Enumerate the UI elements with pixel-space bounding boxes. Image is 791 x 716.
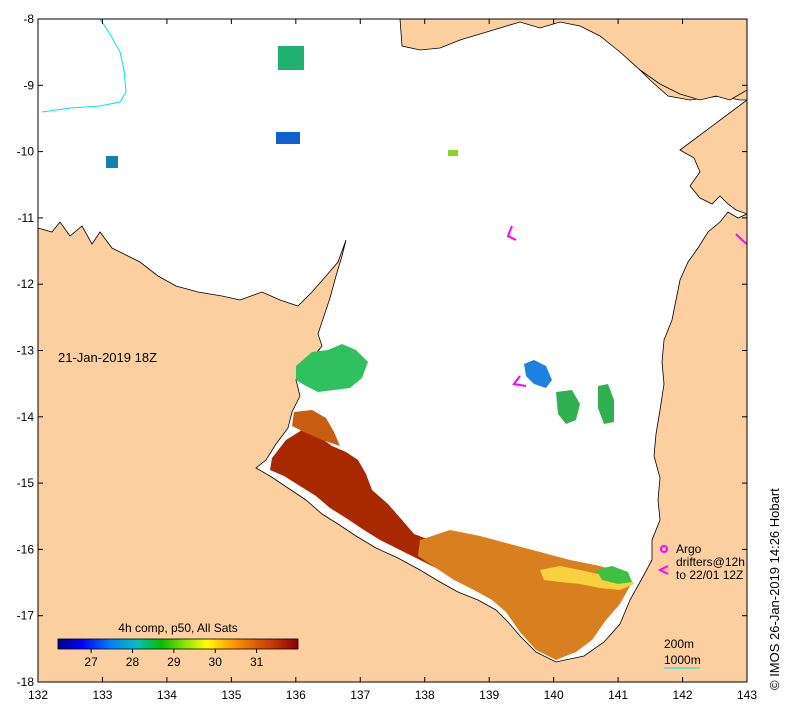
lon-tick-label: 138 <box>415 688 435 702</box>
lon-tick-label: 133 <box>92 688 112 702</box>
sst-data-layer <box>106 46 634 660</box>
lon-tick-label: 139 <box>479 688 499 702</box>
lon-tick-label: 140 <box>544 688 564 702</box>
colorbar-title: 4h comp, p50, All Sats <box>118 621 237 635</box>
sst-patch-green-north-coast <box>296 344 368 392</box>
lon-tick-label: 134 <box>157 688 177 702</box>
isobath-200-label: 200m <box>664 637 694 651</box>
sst-patch-east-green2 <box>598 384 614 424</box>
lon-tick-label: 143 <box>737 688 757 702</box>
drifter-arrow-icon <box>657 565 669 575</box>
sst-patch-gulf-orange <box>292 410 340 446</box>
lat-tick-label: -15 <box>17 476 35 490</box>
lat-tick-label: -17 <box>17 609 35 623</box>
lon-tick-label: 132 <box>28 688 48 702</box>
lat-tick-label: -16 <box>17 542 35 556</box>
land-northern-territory <box>38 211 747 682</box>
colorbar: 4h comp, p50, All Sats 27 28 29 30 31 <box>57 621 299 669</box>
colorbar-ticks: 27 28 29 30 31 <box>84 649 264 669</box>
lat-axis: -8 -9 -10 -11 -12 -13 -14 -15 -16 -17 -18 <box>17 12 747 689</box>
drifter-track-3 <box>735 233 748 245</box>
lat-tick-label: -9 <box>23 78 34 92</box>
lon-axis: 132 133 134 135 136 137 138 139 140 141 142 143 <box>28 19 757 702</box>
lon-tick-label: 135 <box>221 688 241 702</box>
lon-tick-label: 142 <box>673 688 693 702</box>
lon-tick-label: 136 <box>286 688 306 702</box>
argo-marker-icon <box>660 545 668 553</box>
lat-tick-label: -12 <box>17 277 35 291</box>
lat-tick-label: -13 <box>17 344 35 358</box>
drifters-to-label: to 22/01 12Z <box>676 568 743 582</box>
lat-tick-label: -14 <box>17 410 35 424</box>
colorbar-tick-label: 29 <box>167 655 181 669</box>
lon-tick-label: 137 <box>350 688 370 702</box>
sst-patch-north-4 <box>448 150 458 156</box>
lat-tick-label: -10 <box>17 145 35 159</box>
drifter-track-2 <box>512 375 527 387</box>
sst-patch-green-south <box>596 566 632 584</box>
drifter-track-1 <box>506 225 517 241</box>
drifter-tracks <box>506 225 748 387</box>
map-legend: Argo drifters@12h to 22/01 12Z 200m 1000… <box>657 542 745 669</box>
sst-patch-north-1 <box>278 46 304 70</box>
colorbar-tick-label: 27 <box>84 655 98 669</box>
sst-patch-north-3 <box>106 156 118 168</box>
sst-patch-east-blue <box>524 360 552 388</box>
date-label: 21-Jan-2019 18Z <box>58 350 157 365</box>
land-new-guinea <box>399 19 747 101</box>
sst-patch-gulf-warm <box>418 530 630 660</box>
sst-patch-east-green <box>556 390 580 424</box>
colorbar-tick-label: 28 <box>126 655 140 669</box>
lat-tick-label: -8 <box>23 12 34 26</box>
lat-tick-label: -18 <box>17 675 35 689</box>
imos-credit: © IMOS 26-Jan-2019 14:26 Hobart <box>767 488 782 690</box>
isobath-200m <box>41 18 127 113</box>
drifters-label: drifters@12h <box>676 555 745 569</box>
colorbar-tick-label: 30 <box>209 655 223 669</box>
lon-tick-label: 141 <box>608 688 628 702</box>
colorbar-tick-label: 31 <box>250 655 264 669</box>
sst-patch-north-2 <box>276 132 300 144</box>
lat-tick-label: -11 <box>18 211 35 225</box>
colorbar-ramp <box>57 638 299 650</box>
argo-label: Argo <box>676 542 702 556</box>
isobath-1000-label: 1000m <box>664 653 701 667</box>
